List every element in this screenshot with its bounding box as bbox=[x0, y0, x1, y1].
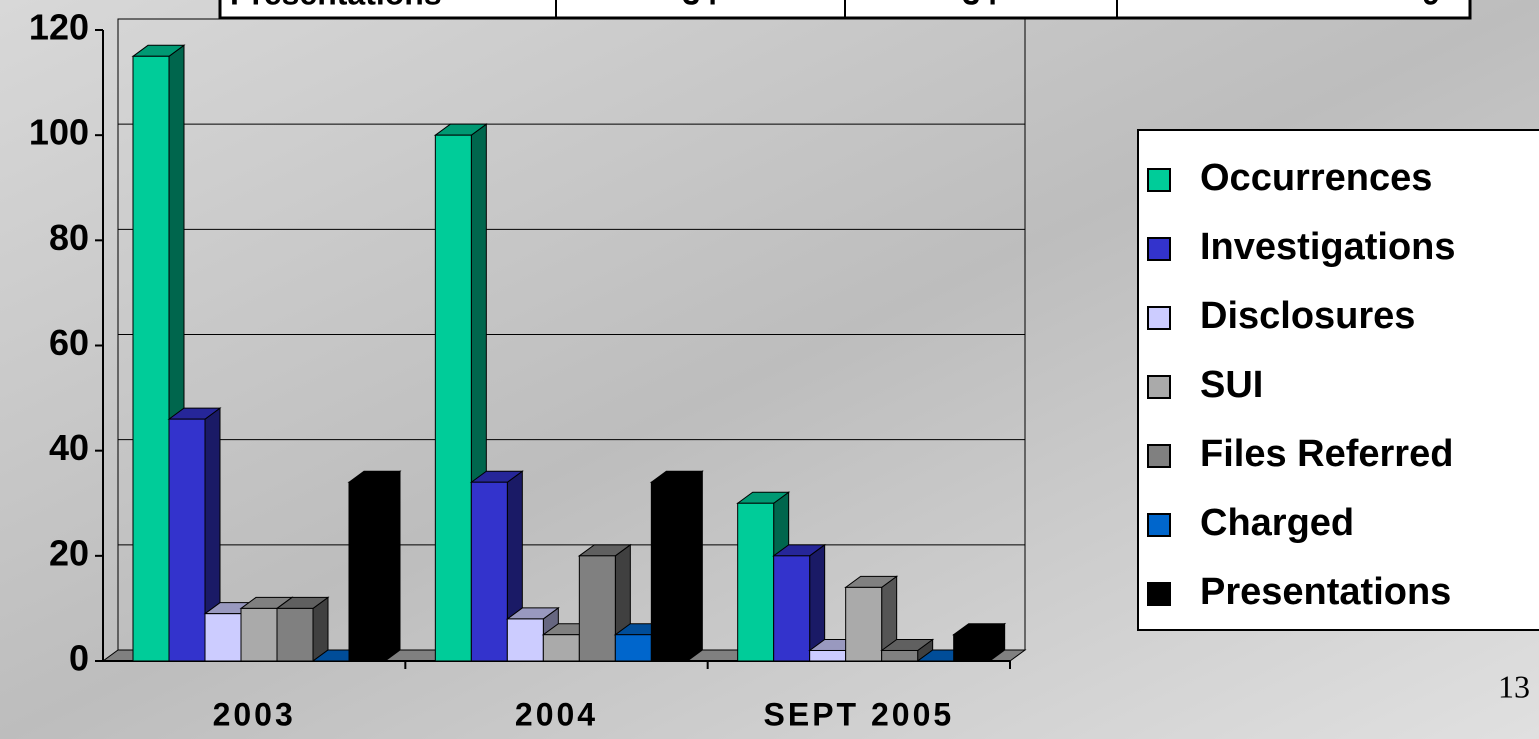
legend-label: Investigations bbox=[1200, 226, 1456, 268]
legend-label: Disclosures bbox=[1200, 295, 1415, 337]
bar-front bbox=[810, 650, 846, 661]
bar-front bbox=[435, 135, 471, 661]
legend-label: SUI bbox=[1200, 364, 1263, 406]
legend-swatch bbox=[1148, 169, 1170, 191]
bar-front bbox=[349, 482, 385, 661]
bar-front bbox=[507, 619, 543, 661]
y-tick-label: 20 bbox=[49, 532, 89, 573]
page-number: 13 bbox=[1498, 668, 1530, 704]
y-tick-label: 40 bbox=[49, 427, 89, 468]
bar-front bbox=[169, 419, 205, 661]
legend-swatch bbox=[1148, 583, 1170, 605]
bar-front bbox=[241, 608, 277, 661]
bar-front bbox=[882, 650, 918, 661]
bar bbox=[651, 471, 702, 661]
legend-label: Files Referred bbox=[1200, 433, 1453, 475]
legend: Occurrences Investigations Disclosures SUI F… bbox=[1138, 130, 1539, 630]
bar bbox=[774, 545, 825, 661]
y-tick-label: 80 bbox=[49, 217, 89, 258]
legend-label: Occurrences bbox=[1200, 157, 1432, 199]
bar-front bbox=[543, 635, 579, 661]
bar bbox=[277, 597, 328, 661]
bar-front bbox=[133, 56, 169, 661]
bar-front bbox=[579, 556, 615, 661]
legend-swatch bbox=[1148, 307, 1170, 329]
y-tick-label: 100 bbox=[29, 112, 89, 153]
bar bbox=[954, 624, 1005, 661]
bar-side bbox=[385, 471, 400, 661]
table-cell: 34 bbox=[962, 0, 998, 11]
slide: Presentations 34 34 9 13 0 20 40 60 80 100 120… bbox=[0, 0, 1539, 739]
legend-box bbox=[1138, 130, 1539, 630]
table-cell: 9 bbox=[1422, 0, 1440, 11]
y-tick-label: 0 bbox=[69, 638, 89, 679]
legend-swatch bbox=[1148, 238, 1170, 260]
x-tick-label: 2003 bbox=[213, 696, 296, 732]
bar-front bbox=[738, 503, 774, 661]
bar-front bbox=[846, 587, 882, 661]
bar-front bbox=[774, 556, 810, 661]
bar-front bbox=[205, 614, 241, 661]
legend-swatch bbox=[1148, 445, 1170, 467]
y-tick-label: 120 bbox=[29, 7, 89, 48]
bar-front bbox=[471, 482, 507, 661]
bar-front bbox=[615, 635, 651, 661]
bar-front bbox=[277, 608, 313, 661]
table-cell: 34 bbox=[682, 0, 718, 11]
legend-swatch bbox=[1148, 514, 1170, 536]
bar-side bbox=[687, 471, 702, 661]
bar-front bbox=[651, 482, 687, 661]
table: Presentations 34 34 9 bbox=[220, 0, 1470, 18]
legend-swatch bbox=[1148, 376, 1170, 398]
bar-front bbox=[954, 635, 990, 661]
legend-label: Charged bbox=[1200, 502, 1354, 544]
x-tick-label: SEPT 2005 bbox=[764, 696, 955, 732]
x-tick-label: 2004 bbox=[515, 696, 598, 732]
table-cell: Presentations bbox=[230, 0, 442, 11]
legend-label: Presentations bbox=[1200, 571, 1451, 613]
y-tick-label: 60 bbox=[49, 322, 89, 363]
bar bbox=[349, 471, 400, 661]
